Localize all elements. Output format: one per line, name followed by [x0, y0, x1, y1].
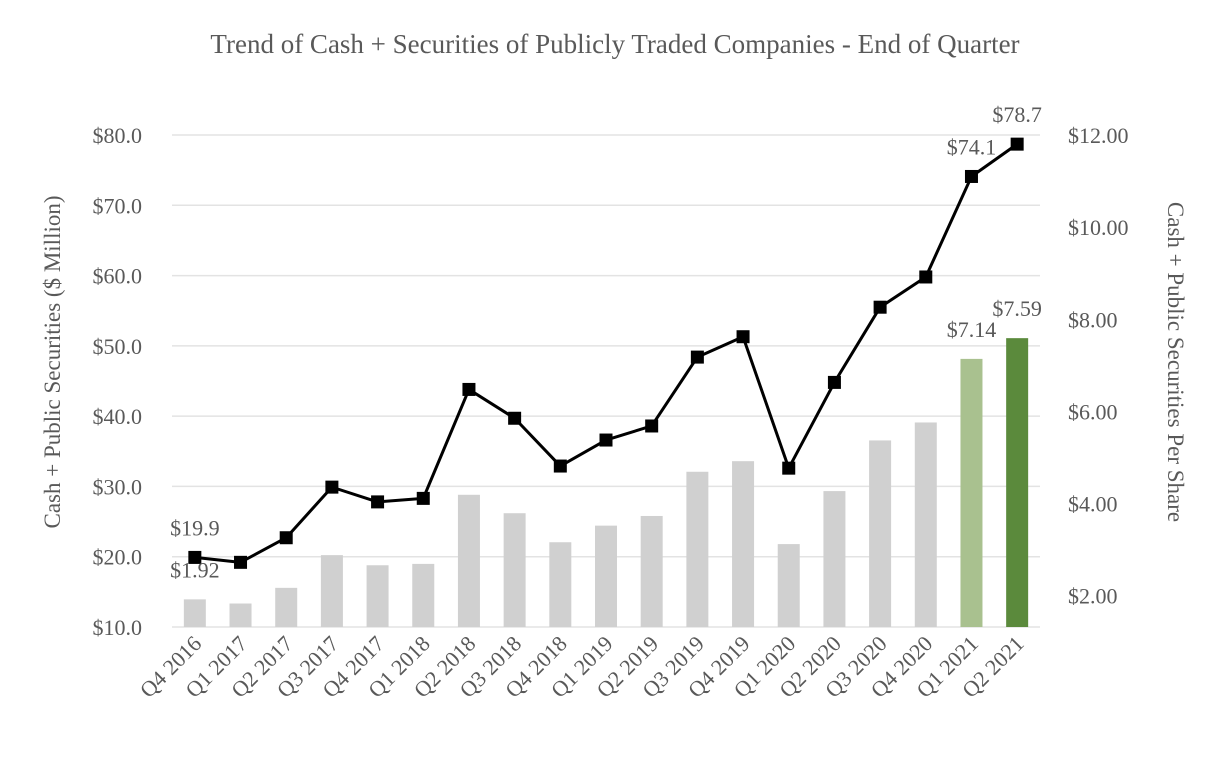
data-label: $78.7	[992, 102, 1042, 127]
right-tick-label: $4.00	[1068, 492, 1118, 517]
line-marker	[645, 419, 659, 433]
line-marker	[827, 375, 841, 389]
data-label: $19.9	[170, 515, 220, 540]
data-label: $7.59	[992, 296, 1042, 321]
bar	[869, 440, 892, 627]
left-tick-label: $70.0	[93, 193, 143, 218]
line-marker	[462, 382, 476, 396]
left-tick-label: $80.0	[93, 123, 143, 148]
right-tick-label: $12.00	[1068, 123, 1129, 148]
line-marker	[736, 330, 750, 344]
bar-series	[183, 338, 1029, 627]
line-marker	[553, 459, 567, 473]
data-label: $1.92	[170, 557, 220, 582]
right-axis: $2.00 $4.00 $6.00 $8.00 $10.00 $12.00	[1068, 123, 1129, 609]
line-marker	[873, 300, 887, 314]
bar	[503, 513, 526, 627]
line-marker	[325, 480, 339, 494]
left-tick-label: $50.0	[93, 334, 143, 359]
bar	[640, 515, 663, 627]
bar	[1006, 338, 1029, 627]
bar	[183, 599, 206, 627]
bar	[229, 603, 252, 627]
left-tick-label: $30.0	[93, 474, 143, 499]
gridlines	[172, 134, 1040, 628]
bar	[595, 525, 617, 627]
line-marker	[690, 350, 704, 364]
left-tick-label: $60.0	[93, 264, 143, 289]
left-tick-label: $20.0	[93, 545, 143, 570]
bar	[777, 544, 800, 627]
data-label: $74.1	[947, 134, 997, 159]
line-marker	[782, 461, 796, 475]
bar	[960, 358, 983, 627]
bar	[412, 563, 435, 627]
series-line	[194, 142, 1019, 564]
right-tick-label: $2.00	[1068, 584, 1118, 609]
left-axis: $10.0 $20.0 $30.0 $40.0 $50.0 $60.0 $70.0 $80.0	[93, 123, 143, 640]
bar	[549, 542, 572, 627]
line-marker	[508, 411, 522, 425]
line-marker	[188, 550, 202, 564]
left-tick-label: $40.0	[93, 404, 143, 429]
line-marker	[599, 433, 613, 447]
data-label: $7.14	[947, 317, 997, 342]
line-marker	[279, 531, 293, 545]
bar	[732, 461, 755, 627]
line-series	[188, 137, 1024, 569]
bar	[823, 491, 846, 627]
right-axis-title: Cash + Public Securities Per Share	[1163, 202, 1188, 522]
right-tick-label: $10.00	[1068, 215, 1129, 240]
line-marker	[964, 169, 978, 183]
bar	[320, 555, 343, 627]
left-axis-title: Cash + Public Securities ($ Million)	[40, 195, 65, 528]
line-marker	[1010, 137, 1024, 151]
chart-title: Trend of Cash + Securities of Publicly T…	[210, 29, 1019, 59]
line-marker	[234, 555, 248, 569]
bar	[457, 494, 480, 627]
line-marker	[919, 270, 933, 284]
bar	[366, 565, 389, 627]
bar	[686, 471, 709, 627]
bar	[914, 422, 937, 627]
line-marker	[371, 495, 385, 509]
right-tick-label: $6.00	[1068, 399, 1118, 424]
bar	[275, 587, 298, 627]
right-tick-label: $8.00	[1068, 307, 1118, 332]
data-labels: $19.9 $1.92 $74.1 $78.7 $7.14$7.59	[170, 102, 1042, 582]
left-tick-label: $10.0	[93, 615, 143, 640]
line-marker	[416, 491, 430, 505]
